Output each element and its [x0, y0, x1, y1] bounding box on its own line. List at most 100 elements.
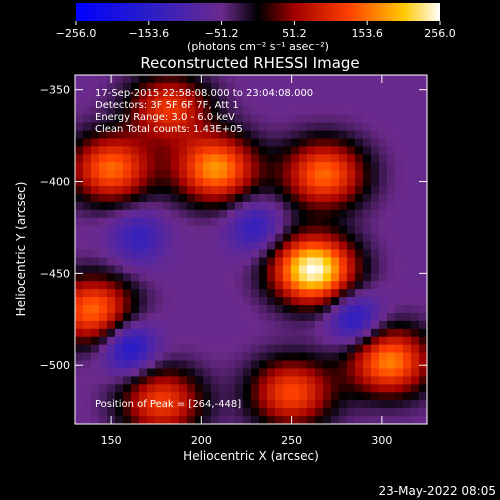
heatmap-cell: [155, 416, 164, 425]
heatmap-cell: [211, 392, 220, 401]
heatmap-cell: [155, 225, 164, 235]
heatmap-cell: [211, 257, 220, 266]
heatmap-cell: [403, 233, 412, 243]
heatmap-cell: [323, 368, 332, 378]
heatmap-cell: [347, 344, 356, 354]
heatmap-cell: [187, 75, 196, 84]
heatmap-cell: [99, 408, 108, 417]
heatmap-cell: [83, 360, 92, 370]
heatmap-cell: [83, 186, 92, 195]
heatmap-cell: [331, 225, 340, 235]
heatmap-cell: [91, 98, 100, 108]
heatmap-cell: [363, 201, 372, 211]
heatmap-cell: [243, 289, 252, 298]
heatmap-cell: [363, 217, 372, 227]
heatmap-cell: [219, 170, 228, 179]
heatmap-cell: [371, 170, 380, 179]
heatmap-cell: [379, 416, 388, 425]
heatmap-cell: [363, 297, 372, 306]
heatmap-cell: [75, 154, 84, 163]
heatmap-cell: [411, 193, 420, 203]
heatmap-cell: [211, 130, 220, 140]
heatmap-cell: [267, 400, 276, 409]
heatmap-cell: [323, 217, 332, 227]
heatmap-cell: [99, 257, 108, 266]
heatmap-cell: [75, 408, 84, 417]
heatmap-cell: [155, 98, 164, 108]
heatmap-cell: [267, 146, 276, 155]
heatmap-cell: [355, 201, 364, 211]
heatmap-cell: [91, 201, 100, 211]
heatmap-cell: [211, 138, 220, 147]
heatmap-cell: [315, 186, 324, 195]
heatmap-cell: [163, 178, 172, 187]
heatmap-cell: [331, 344, 340, 354]
heatmap-cell: [307, 249, 316, 259]
heatmap-cell: [243, 392, 252, 401]
heatmap-cell: [299, 106, 308, 116]
heatmap-cell: [339, 98, 348, 108]
heatmap-cell: [291, 98, 300, 108]
heatmap-cell: [395, 106, 404, 116]
heatmap-cell: [347, 217, 356, 227]
heatmap-cell: [123, 265, 132, 274]
heatmap-cell: [211, 122, 220, 132]
colorbar-tick-label: 256.0: [424, 27, 456, 40]
heatmap-cell: [187, 305, 196, 314]
heatmap-cell: [419, 400, 428, 409]
heatmap-cell: [219, 408, 228, 417]
heatmap-cell: [371, 249, 380, 259]
heatmap-cell: [107, 344, 116, 354]
heatmap-cell: [299, 352, 308, 362]
heatmap-cell: [243, 257, 252, 266]
heatmap-cell: [395, 265, 404, 274]
heatmap-cell: [331, 312, 340, 322]
heatmap-cell: [163, 186, 172, 195]
heatmap-cell: [227, 217, 236, 227]
heatmap-cell: [251, 162, 260, 171]
heatmap-cell: [419, 90, 428, 100]
heatmap-cell: [395, 75, 404, 84]
heatmap-cell: [115, 114, 124, 124]
heatmap-cell: [315, 368, 324, 378]
heatmap-cell: [243, 416, 252, 425]
heatmap-cell: [235, 408, 244, 417]
heatmap-cell: [91, 336, 100, 346]
heatmap-cell: [163, 90, 172, 100]
heatmap-cell: [115, 233, 124, 243]
heatmap-cell: [419, 376, 428, 385]
heatmap-cell: [83, 384, 92, 393]
colorbar-tick-label: −51.2: [205, 27, 239, 40]
heatmap-cell: [75, 336, 84, 346]
heatmap-cell: [91, 289, 100, 298]
heatmap-cell: [339, 273, 348, 282]
heatmap-cell: [299, 312, 308, 322]
heatmap-cell: [379, 201, 388, 211]
heatmap-cell: [227, 360, 236, 370]
heatmap-cell: [115, 162, 124, 171]
heatmap-cell: [275, 186, 284, 195]
heatmap-cell: [203, 368, 212, 378]
heatmap-cell: [235, 328, 244, 338]
heatmap-cell: [235, 336, 244, 346]
heatmap-cell: [227, 114, 236, 124]
heatmap-cell: [395, 328, 404, 338]
heatmap-cell: [403, 154, 412, 163]
heatmap-cell: [195, 257, 204, 266]
heatmap-cell: [355, 241, 364, 251]
heatmap-cell: [387, 257, 396, 266]
heatmap-cell: [315, 400, 324, 409]
heatmap-cell: [83, 90, 92, 100]
heatmap-cell: [91, 408, 100, 417]
heatmap-cell: [251, 305, 260, 314]
heatmap-cell: [147, 162, 156, 171]
heatmap-cell: [243, 170, 252, 179]
heatmap-cell: [363, 82, 372, 92]
heatmap-cell: [347, 138, 356, 147]
heatmap-cell: [91, 281, 100, 290]
heatmap-cell: [419, 392, 428, 401]
heatmap-cell: [219, 154, 228, 163]
heatmap-cell: [347, 408, 356, 417]
heatmap-cell: [403, 106, 412, 116]
heatmap-cell: [331, 265, 340, 274]
